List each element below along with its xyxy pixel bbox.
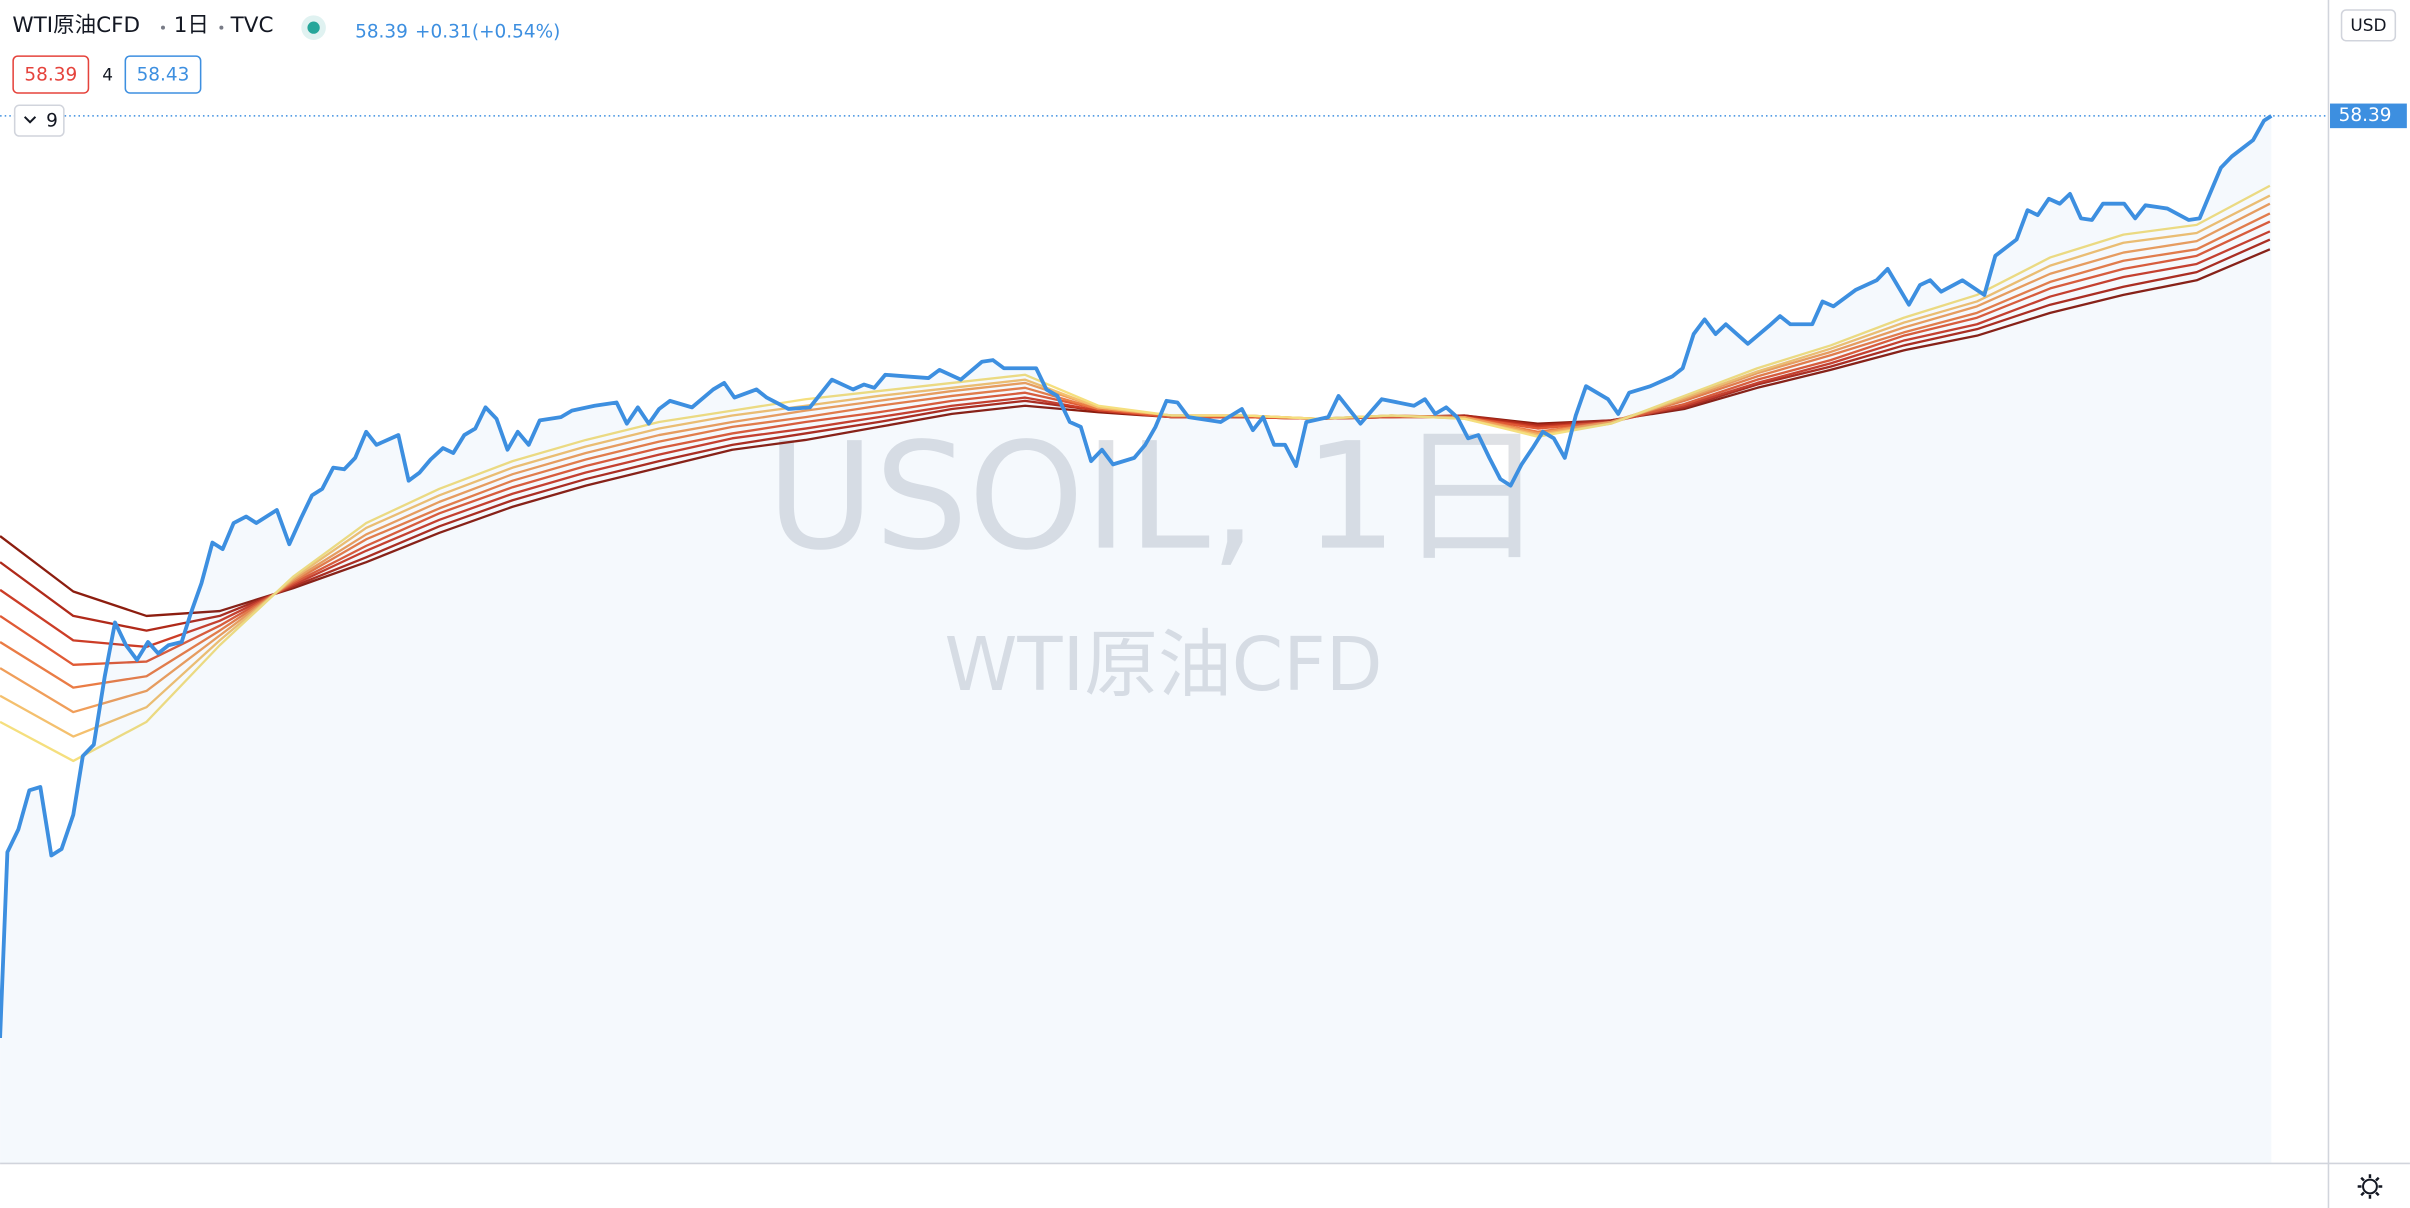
last-price-badge: [2330, 103, 2407, 129]
buy-button[interactable]: [124, 55, 202, 94]
last-price-label: 58.39: [2339, 105, 2392, 126]
bid: 58.39: [24, 64, 77, 85]
gear-teeth: [2357, 1174, 2383, 1199]
change: +0.31: [415, 21, 472, 42]
change-percent: (+0.54%): [472, 21, 560, 42]
last-price: 58.39: [355, 21, 408, 42]
symbol: WTI原油CFD: [12, 13, 140, 38]
plot: [0, 114, 2329, 1164]
axes: 58.39: [2330, 103, 2407, 129]
price-area: [0, 115, 2272, 1164]
indicators-toggle[interactable]: [13, 104, 65, 137]
settings-button[interactable]: [2357, 1174, 2383, 1199]
indicator-count: 9: [46, 110, 58, 131]
watermark-symbol: USOIL, 1日: [766, 411, 1545, 583]
spread: 4: [102, 64, 113, 84]
ribbon-line: [0, 184, 2271, 763]
price-line: [0, 114, 2273, 1039]
watermark-name: WTI原油CFD: [944, 623, 1382, 708]
gear-icon: [2362, 1178, 2378, 1195]
sell-button[interactable]: [12, 55, 90, 94]
chevron-icon: [23, 116, 37, 124]
exchange: TVC: [230, 13, 274, 38]
interval: 1日: [174, 13, 209, 38]
separator: [219, 25, 224, 30]
currency-button[interactable]: [2340, 9, 2397, 42]
market-status-dot: [307, 21, 320, 34]
ask: 58.43: [137, 64, 190, 85]
separator: [160, 25, 165, 30]
currency: USD: [2350, 15, 2386, 35]
